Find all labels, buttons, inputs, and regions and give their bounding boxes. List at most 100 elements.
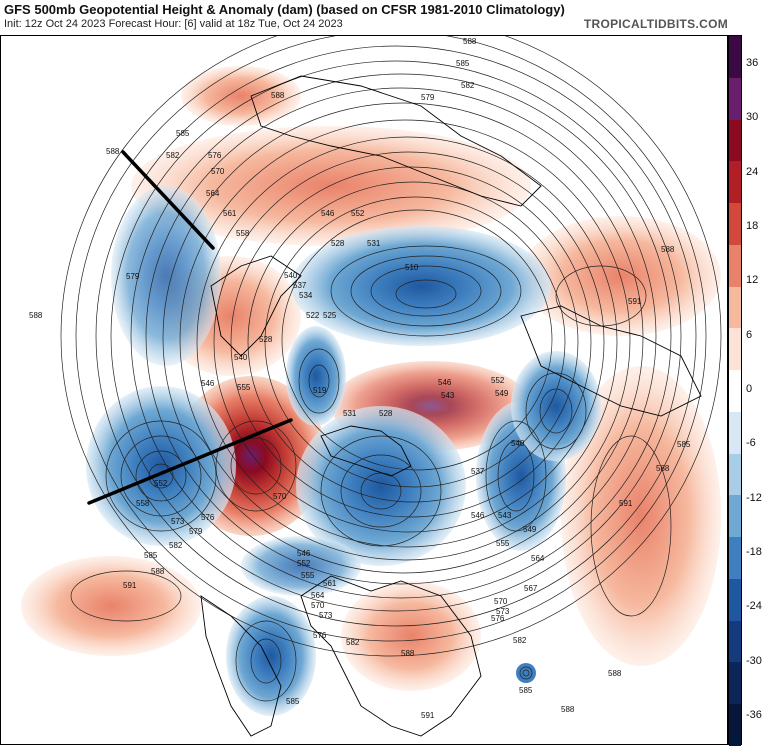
- contour-label: 591: [123, 581, 137, 590]
- contour-label: 588: [561, 705, 575, 714]
- contour-label: 582: [166, 151, 180, 160]
- contour-label: 576: [313, 631, 327, 640]
- colorbar-swatch: [729, 203, 741, 246]
- colorbar-swatch: [729, 286, 741, 329]
- contour-label: 573: [171, 517, 185, 526]
- contour-label: 591: [421, 711, 435, 720]
- contour-label: 537: [293, 281, 307, 290]
- anomaly-colorbar: [728, 35, 742, 747]
- contour-label: 540: [511, 439, 525, 448]
- contour-label: 564: [311, 591, 325, 600]
- contour-label: 582: [513, 636, 527, 645]
- contour-label: 558: [136, 499, 150, 508]
- contour-label: 588: [656, 464, 670, 473]
- contour-label: 558: [236, 229, 250, 238]
- contour-label: 573: [319, 611, 333, 620]
- colorbar-tick-label: 36: [746, 57, 759, 69]
- contour-label: 543: [498, 511, 512, 520]
- colorbar-tick-label: -24: [746, 600, 762, 613]
- contour-label: 579: [189, 527, 203, 536]
- contour-label: 591: [619, 499, 633, 508]
- colorbar-swatch: [729, 161, 741, 204]
- contour-label: 546: [297, 549, 311, 558]
- contour-label: 528: [331, 239, 345, 248]
- colorbar-tick-label: 18: [746, 220, 759, 232]
- contour-label: 534: [299, 291, 313, 300]
- map-title: GFS 500mb Geopotential Height & Anomaly …: [4, 2, 565, 17]
- colorbar-tick-label: 12: [746, 274, 759, 287]
- contour-label: 579: [126, 272, 140, 281]
- contour-label: 588: [151, 567, 165, 576]
- contour-label: 585: [456, 59, 470, 68]
- brand-label: TROPICALTIDBITS.COM: [583, 17, 728, 31]
- contour-label: 528: [259, 335, 273, 344]
- colorbar-swatch: [729, 328, 741, 371]
- contour-label: 555: [496, 539, 510, 548]
- contour-label: 576: [208, 151, 222, 160]
- contour-label: 543: [441, 391, 455, 400]
- contour-label: 531: [343, 409, 357, 418]
- contour-label: 549: [523, 525, 537, 534]
- contour-label: 561: [323, 579, 337, 588]
- contour-label: 588: [271, 91, 285, 100]
- map-subtitle: Init: 12z Oct 24 2023 Forecast Hour: [6]…: [4, 18, 343, 30]
- contour-label: 510: [405, 263, 419, 272]
- contour-label: 585: [677, 440, 691, 449]
- contour-label: 552: [351, 209, 365, 218]
- contour-label: 576: [491, 614, 505, 623]
- height-anomaly-map: 588 585 582 579 588 585 588 582 576 570 …: [0, 35, 728, 745]
- contour-label: 540: [234, 353, 248, 362]
- colorbar-swatch: [729, 495, 741, 538]
- contour-label: 564: [531, 554, 545, 563]
- contour-label: 570: [311, 601, 325, 610]
- trough-lines: [87, 150, 293, 505]
- contour-label: 579: [421, 93, 435, 102]
- coastlines: [200, 75, 702, 737]
- colorbar-swatch: [729, 620, 741, 663]
- contour-label: 570: [273, 492, 287, 501]
- contour-label: 555: [237, 383, 251, 392]
- contour-label: 585: [144, 551, 158, 560]
- contour-label: 582: [346, 638, 360, 647]
- contour-label: 567: [524, 584, 538, 593]
- contour-label: 525: [323, 311, 337, 320]
- height-contours: [60, 36, 722, 702]
- colorbar-swatch: [729, 370, 741, 413]
- colorbar-tick-label: 30: [746, 111, 759, 124]
- colorbar-swatch: [729, 411, 741, 455]
- contour-label: 519: [313, 386, 327, 395]
- contour-label: 546: [471, 511, 485, 520]
- contour-label: 585: [176, 129, 190, 138]
- colorbar-swatch: [729, 537, 741, 580]
- colorbar-swatch: [729, 662, 741, 705]
- contour-label: 588: [463, 37, 477, 46]
- colorbar-tick-label: 24: [746, 165, 759, 178]
- colorbar-tick-label: -18: [746, 546, 762, 558]
- contour-label: 552: [491, 376, 505, 385]
- positive-anomaly-fill: [21, 66, 721, 691]
- contour-label: 582: [169, 541, 183, 550]
- contour-label: 546: [438, 378, 452, 387]
- contour-label: 549: [495, 389, 509, 398]
- contour-label: 531: [367, 239, 381, 248]
- contour-label: 555: [301, 571, 315, 580]
- colorbar-swatch: [729, 119, 741, 162]
- contour-labels: 588 585 582 579 588 585 588 582 576 570 …: [29, 37, 691, 720]
- contour-label: 585: [519, 686, 533, 695]
- contour-label: 576: [201, 513, 215, 522]
- contour-label: 585: [286, 697, 300, 706]
- colorbar-swatch: [729, 77, 741, 120]
- contour-label: 528: [379, 409, 393, 418]
- contour-label: 522: [306, 311, 320, 320]
- colorbar-swatch: [729, 453, 741, 496]
- colorbar-tick-label: -30: [746, 654, 762, 667]
- colorbar-swatch: [729, 244, 741, 288]
- contour-label: 564: [206, 189, 220, 198]
- contour-label: 570: [211, 167, 225, 176]
- contour-label: 588: [29, 311, 43, 320]
- colorbar-tick-label: 0: [746, 383, 753, 395]
- colorbar-tick-label: -36: [746, 709, 762, 721]
- contour-label: 588: [401, 649, 415, 658]
- contour-label: 552: [297, 559, 311, 568]
- contour-label: 591: [628, 297, 642, 306]
